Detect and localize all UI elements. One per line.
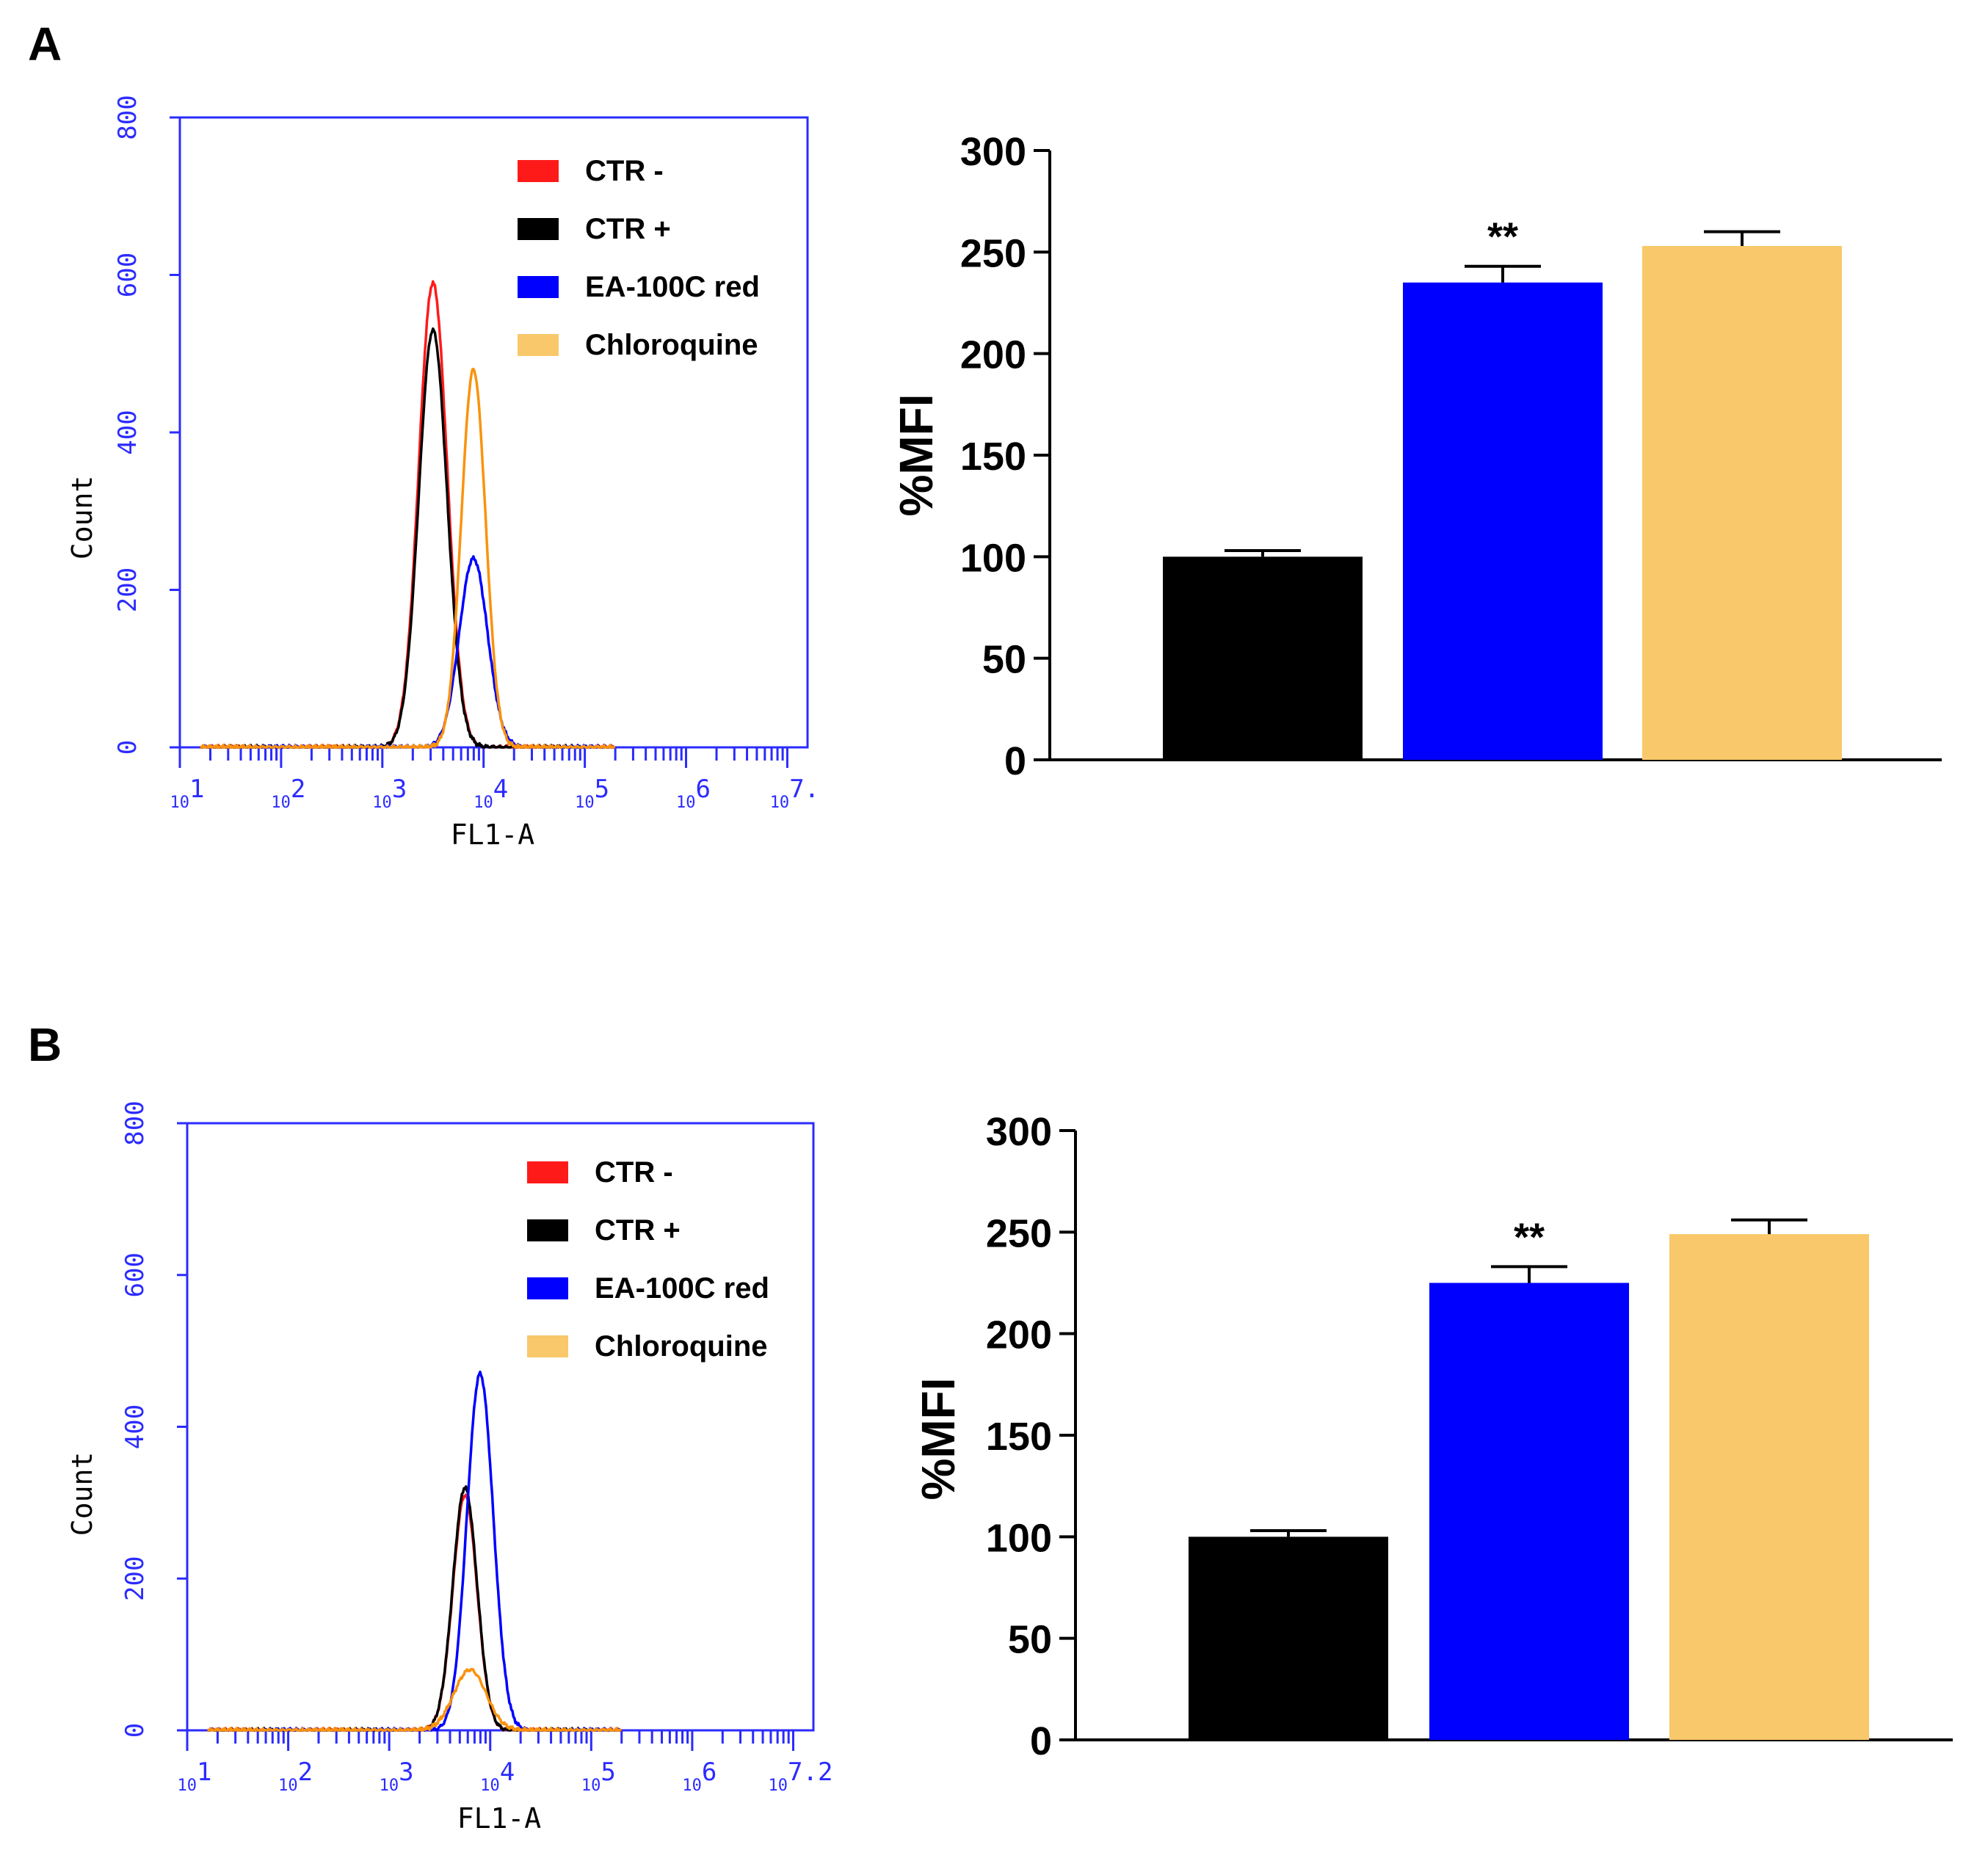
histogram-x-tick-label: 103 bbox=[372, 775, 407, 812]
legend-swatch bbox=[518, 160, 559, 182]
histogram-x-label: FL1-A bbox=[451, 819, 535, 851]
histogram-y-tick-label: 800 bbox=[113, 95, 142, 139]
histogram-x-tick-label: 105 bbox=[581, 1757, 616, 1795]
bar-y-tick-label: 250 bbox=[960, 231, 1026, 275]
histogram-y-ticks: 0 200 400 600 800 bbox=[120, 1100, 187, 1738]
bar-y-tick-label: 150 bbox=[960, 435, 1026, 479]
histogram-y-tick-label: 0 bbox=[113, 740, 142, 755]
histogram-x-ticks: 101 102 103 104 105 106 107. bbox=[170, 747, 819, 812]
legend-swatch bbox=[527, 1277, 568, 1299]
legend-swatch bbox=[518, 218, 559, 240]
histogram-curve bbox=[206, 1493, 622, 1732]
bar-y-tick-label: 100 bbox=[986, 1516, 1052, 1560]
panel-b-bar-chart: %MFI 0 50 100 150 200 250 300 ** bbox=[912, 1110, 1953, 1763]
histogram-curve bbox=[207, 1485, 622, 1732]
histogram-y-tick-label: 400 bbox=[120, 1404, 150, 1449]
histogram-x-tick-label: 102 bbox=[278, 1757, 313, 1795]
histogram-frame bbox=[186, 1122, 815, 1732]
bar bbox=[1429, 1283, 1629, 1740]
bar-series: ** bbox=[1163, 215, 1842, 760]
histogram-x-tick-label: 107. bbox=[770, 775, 819, 812]
histogram-x-tick-label: 101 bbox=[170, 775, 205, 812]
histogram-y-label: Count bbox=[66, 476, 98, 559]
histogram-curves bbox=[206, 1370, 622, 1732]
legend-label: CTR - bbox=[585, 155, 664, 187]
histogram-curve bbox=[200, 327, 616, 749]
bar bbox=[1403, 282, 1603, 760]
histogram-x-tick-label: 106 bbox=[682, 1757, 717, 1795]
bar bbox=[1669, 1234, 1869, 1740]
bar-y-tick-label: 300 bbox=[960, 130, 1026, 174]
histogram-x-ticks: 101 102 103 104 105 106 107.2 bbox=[178, 1730, 833, 1795]
bar-y-tick-label: 0 bbox=[1004, 739, 1026, 783]
legend-swatch bbox=[527, 1161, 568, 1183]
legend-swatch bbox=[527, 1335, 568, 1357]
legend-label: Chloroquine bbox=[585, 329, 758, 361]
histogram-y-tick-label: 200 bbox=[113, 567, 142, 612]
bar-y-tick-label: 0 bbox=[1030, 1719, 1052, 1763]
bar bbox=[1642, 246, 1842, 760]
panel-a-bar-chart: %MFI 0 50 100 150 200 250 300 ** bbox=[890, 130, 1942, 783]
bar-y-tick-label: 50 bbox=[982, 638, 1026, 682]
histogram-y-tick-label: 800 bbox=[120, 1100, 150, 1145]
histogram-x-tick-label: 107.2 bbox=[769, 1757, 833, 1795]
legend-swatch bbox=[518, 334, 559, 356]
histogram-x-tick-label: 104 bbox=[480, 1757, 515, 1795]
histogram-y-tick-label: 400 bbox=[113, 410, 142, 454]
legend-label: EA-100C red bbox=[595, 1272, 769, 1305]
bar bbox=[1189, 1537, 1388, 1740]
histogram-y-tick-label: 200 bbox=[120, 1556, 150, 1601]
bar-y-tick-label: 200 bbox=[986, 1313, 1052, 1357]
histogram-curve bbox=[200, 367, 616, 749]
histogram-x-tick-label: 101 bbox=[178, 1757, 212, 1795]
histogram-legend: CTR - CTR + EA-100C red Chloroquine bbox=[527, 1156, 769, 1363]
panel-a-letter: A bbox=[28, 18, 62, 70]
bar-y-tick-label: 150 bbox=[986, 1415, 1052, 1459]
histogram-legend: CTR - CTR + EA-100C red Chloroquine bbox=[518, 155, 760, 361]
bar-series: ** bbox=[1189, 1215, 1869, 1740]
histogram-x-tick-label: 104 bbox=[474, 775, 508, 812]
histogram-y-label: Count bbox=[66, 1452, 98, 1536]
histogram-y-tick-label: 600 bbox=[120, 1252, 150, 1297]
bar-y-tick-label: 100 bbox=[960, 536, 1026, 580]
legend-swatch bbox=[527, 1219, 568, 1241]
bar-y-label: %MFI bbox=[912, 1377, 965, 1500]
legend-label: CTR - bbox=[595, 1156, 673, 1189]
legend-label: CTR + bbox=[585, 213, 671, 245]
bar-y-tick-label: 250 bbox=[986, 1211, 1052, 1255]
histogram-y-tick-label: 600 bbox=[113, 253, 142, 297]
histogram-x-label: FL1-A bbox=[457, 1802, 542, 1835]
histogram-y-tick-label: 0 bbox=[120, 1723, 150, 1738]
significance-annotation: ** bbox=[1487, 215, 1518, 259]
legend-swatch bbox=[518, 276, 559, 298]
bar-y-tick-label: 50 bbox=[1008, 1618, 1052, 1662]
bar-y-ticks: 0 50 100 150 200 250 300 bbox=[986, 1110, 1075, 1763]
histogram-curve bbox=[207, 1370, 622, 1732]
bar-y-tick-label: 200 bbox=[960, 333, 1026, 377]
legend-label: Chloroquine bbox=[595, 1330, 768, 1363]
histogram-x-tick-label: 105 bbox=[575, 775, 609, 812]
histogram-x-tick-label: 103 bbox=[380, 1757, 414, 1795]
histogram-curves bbox=[199, 280, 616, 749]
legend-label: CTR + bbox=[595, 1214, 681, 1247]
bar-y-ticks: 0 50 100 150 200 250 300 bbox=[960, 130, 1050, 783]
histogram-curve bbox=[207, 1667, 622, 1732]
legend-label: EA-100C red bbox=[585, 271, 760, 303]
significance-annotation: ** bbox=[1514, 1215, 1545, 1259]
bar bbox=[1163, 556, 1363, 760]
bar-y-label: %MFI bbox=[890, 393, 943, 516]
histogram-x-tick-label: 106 bbox=[676, 775, 711, 812]
bar-y-tick-label: 300 bbox=[986, 1110, 1052, 1154]
panel-b-letter: B bbox=[28, 1018, 62, 1071]
histogram-y-ticks: 0 200 400 600 800 bbox=[113, 95, 180, 755]
histogram-x-tick-label: 102 bbox=[271, 775, 305, 812]
